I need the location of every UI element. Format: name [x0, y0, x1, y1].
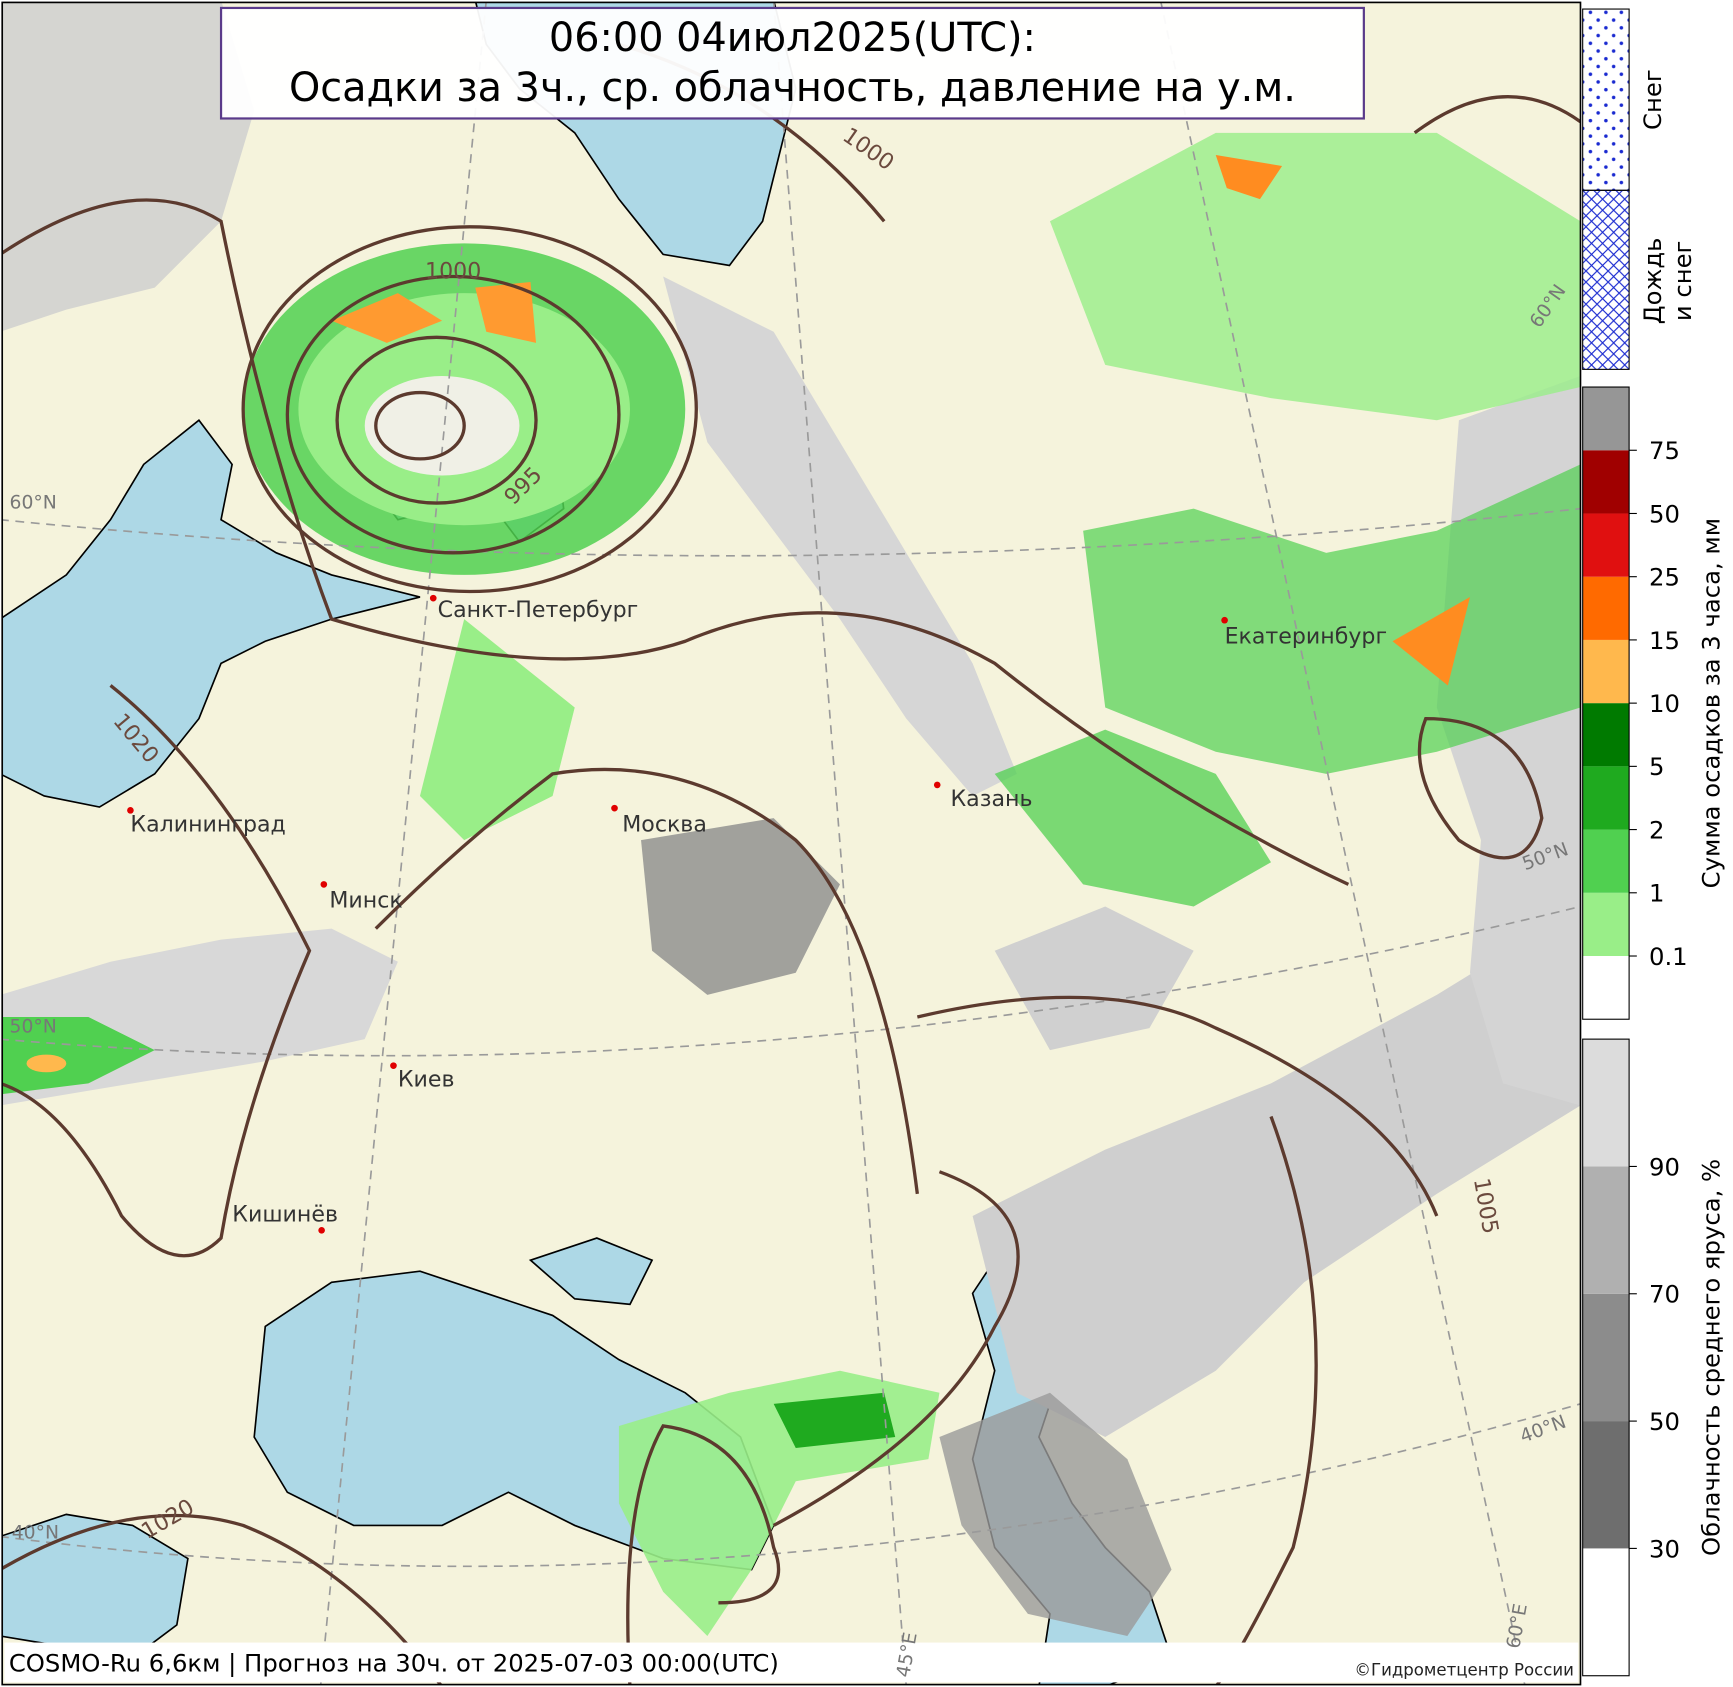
- color-swatch: [1582, 1421, 1630, 1549]
- city-label: Минск: [329, 888, 402, 914]
- colorbar-frame: [1582, 1038, 1630, 1677]
- footer-model: COSMO-Ru 6,6км | Прогноз на 30ч. от 2025…: [9, 1648, 779, 1677]
- isobars: [2, 42, 1581, 1685]
- colorbar-tick-label: 0.1: [1649, 942, 1688, 971]
- color-swatch: [1582, 1039, 1630, 1167]
- city-dot: [320, 881, 328, 888]
- title-line: 06:00 04июл2025(UTC):: [549, 15, 1036, 61]
- city-label: Калининград: [130, 811, 285, 837]
- color-swatch: [1582, 1166, 1630, 1294]
- color-swatch: [1582, 892, 1630, 957]
- snow-label: Снег: [1638, 69, 1667, 130]
- city-label: Кишинёв: [232, 1201, 338, 1227]
- rain-snow-label: и снег: [1668, 241, 1697, 321]
- colorbar-tick-label: 50: [1649, 1407, 1680, 1436]
- rain-snow-label: Дождь: [1638, 238, 1667, 325]
- precipitation: [2, 132, 1581, 1636]
- color-swatch: [1582, 513, 1630, 577]
- city-dot: [611, 804, 618, 812]
- color-swatch: [1582, 766, 1630, 830]
- color-swatch: [1582, 829, 1630, 893]
- city-label: Москва: [622, 811, 707, 837]
- color-swatch: [1582, 1548, 1630, 1676]
- city-dot: [1221, 616, 1228, 624]
- color-swatch: [1582, 639, 1630, 704]
- graticule: [2, 2, 1581, 1685]
- colorbar-tick-label: 2: [1649, 815, 1664, 844]
- colorbar-tick-label: 75: [1649, 436, 1680, 465]
- isobar-label: 1000: [425, 259, 481, 285]
- color-swatch: [1582, 1293, 1630, 1422]
- colorbar-tick-label: 70: [1649, 1280, 1680, 1309]
- precip-scale-title: Сумма осадков за 3 часа, мм: [1697, 518, 1726, 888]
- title-line: Осадки за 3ч., ср. облачность, давление …: [289, 65, 1296, 111]
- map-frame: [1, 1, 1582, 1686]
- city-dot: [390, 1062, 397, 1069]
- city-dot: [127, 807, 134, 814]
- graticule-label: 60°N: [10, 493, 57, 514]
- graticule-label: 40°N: [12, 1523, 59, 1544]
- city-label: Екатеринбург: [1225, 623, 1387, 649]
- map: [2, 2, 1581, 1685]
- colorbar-tick-label: 10: [1649, 689, 1680, 718]
- colorbar-tick-label: 25: [1649, 563, 1680, 592]
- rain-snow-swatch: [1582, 189, 1630, 370]
- color-swatch: [1582, 576, 1630, 640]
- snow-swatch: [1582, 8, 1630, 191]
- colorbar-tick-label: 90: [1649, 1152, 1680, 1181]
- copyright: ©Гидрометцентр России: [1354, 1661, 1573, 1680]
- city-dot: [429, 594, 437, 602]
- color-swatch: [1582, 703, 1630, 767]
- city-dot: [318, 1227, 325, 1234]
- city-label: Казань: [950, 786, 1032, 812]
- footer-box: [4, 1642, 1579, 1683]
- colorbar-tick-label: 1: [1649, 879, 1664, 908]
- color-swatch: [1582, 450, 1630, 514]
- city-label: Санкт-Петербург: [438, 597, 639, 623]
- colorbar-tick-label: 50: [1649, 499, 1680, 528]
- graticule-label: 50°N: [10, 1016, 57, 1037]
- color-swatch: [1582, 956, 1630, 1020]
- colorbar-tick-label: 30: [1649, 1534, 1680, 1563]
- colorbar-tick-label: 15: [1649, 626, 1680, 655]
- title-box: [219, 6, 1365, 120]
- color-swatch: [1582, 387, 1630, 451]
- colorbar-tick-label: 5: [1649, 752, 1664, 781]
- cloud-scale-title: Облачность среднего яруса, %: [1697, 1159, 1726, 1556]
- city-dot: [933, 781, 941, 789]
- city-label: Киев: [398, 1067, 455, 1093]
